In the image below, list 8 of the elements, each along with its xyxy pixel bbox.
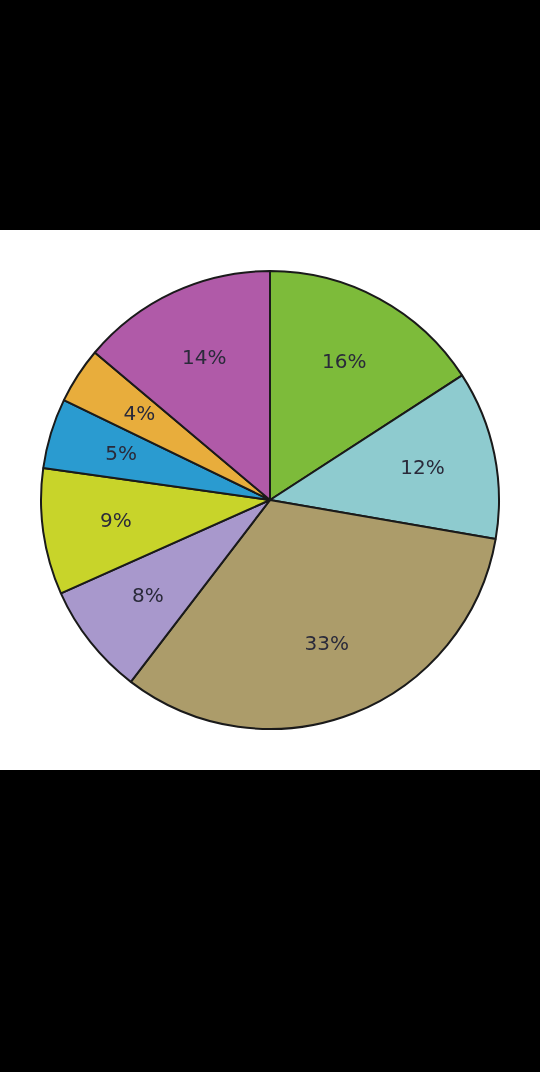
data-label: 4% [123, 401, 156, 426]
data-label: 9% [99, 507, 132, 532]
data-label: 33% [304, 631, 350, 656]
data-label: 16% [322, 349, 367, 374]
data-label: 14% [182, 345, 227, 370]
data-label: 12% [400, 454, 445, 479]
data-label: 5% [105, 440, 137, 465]
data-label: 8% [131, 582, 164, 607]
